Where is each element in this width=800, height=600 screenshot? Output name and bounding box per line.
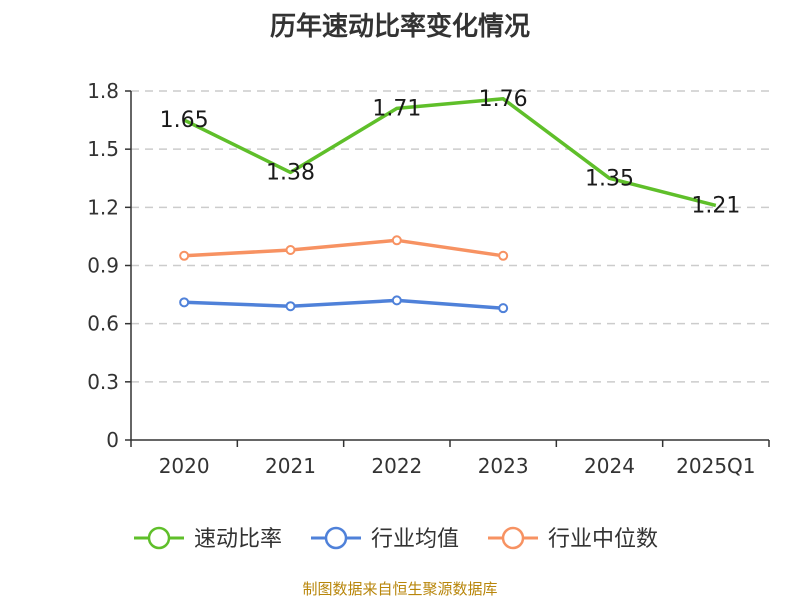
- legend-label: 行业均值: [371, 527, 459, 552]
- series-line: [184, 298, 504, 310]
- series-line: [184, 238, 504, 258]
- grid-layer: [131, 90, 769, 383]
- data-point: [498, 303, 509, 314]
- source-note: 制图数据来自恒生聚源数据库: [302, 580, 498, 598]
- axis-layer: 0 0.3 0.6 0.9 1.2 1.5 1.8 2020 2021 2022 2023 2024 2…: [87, 79, 770, 478]
- data-label: 1.65: [160, 108, 209, 133]
- x-tick-label: 2025Q1: [676, 454, 755, 478]
- data-label: 1.21: [691, 193, 740, 218]
- legend: 速动比率 行业均值 行业中位数: [134, 526, 658, 552]
- x-tick-label: 2021: [265, 454, 316, 478]
- y-tick-label: 0.6: [87, 312, 119, 336]
- data-point: [391, 235, 402, 246]
- x-tick-label: 2020: [159, 454, 210, 478]
- x-tick-label: 2022: [371, 454, 422, 478]
- data-point: [285, 301, 296, 312]
- series-layer: [179, 97, 717, 314]
- label-layer: 1.65 1.38 1.71 1.76 1.35 1.21: [160, 87, 741, 219]
- x-tick-label: 2023: [478, 454, 529, 478]
- chart-title: 历年速动比率变化情况: [269, 12, 530, 42]
- y-tick-label: 1.8: [87, 79, 119, 103]
- legend-marker: [324, 526, 348, 550]
- y-tick-label: 1.5: [87, 137, 119, 161]
- data-point: [391, 295, 402, 306]
- data-point: [179, 297, 190, 308]
- y-tick-label: 0.3: [87, 370, 119, 394]
- x-tick-label: 2024: [584, 454, 635, 478]
- data-label: 1.76: [479, 87, 528, 112]
- legend-marker: [147, 526, 171, 550]
- data-point: [179, 250, 190, 261]
- y-tick-label: 0.9: [87, 254, 119, 278]
- y-tick-label: 1.2: [87, 195, 119, 219]
- y-tick-label: 0: [106, 428, 119, 452]
- legend-label: 速动比率: [194, 527, 282, 552]
- data-point: [285, 244, 296, 255]
- data-point: [498, 250, 509, 261]
- data-label: 1.38: [266, 160, 315, 185]
- legend-marker: [501, 526, 525, 550]
- data-label: 1.35: [585, 166, 634, 191]
- data-label: 1.71: [372, 96, 421, 121]
- series-line: [183, 97, 717, 208]
- legend-label: 行业中位数: [548, 527, 658, 552]
